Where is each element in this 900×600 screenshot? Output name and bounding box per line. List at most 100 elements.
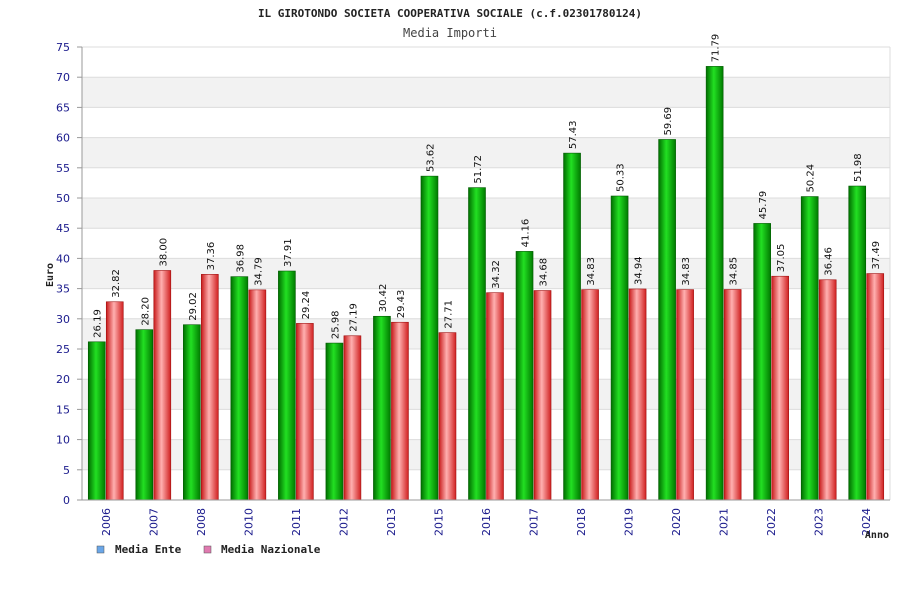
bar-media-nazionale-2019 bbox=[628, 288, 647, 501]
grid-band bbox=[82, 167, 890, 198]
value-label: 34.83 bbox=[586, 257, 597, 286]
bar-media-nazionale-2011 bbox=[296, 323, 314, 501]
value-label: 34.68 bbox=[539, 258, 550, 287]
y-tick-label: 20 bbox=[56, 373, 70, 386]
value-label: 29.02 bbox=[188, 292, 199, 321]
value-label: 37.49 bbox=[871, 241, 882, 270]
bar-media-ente-2024 bbox=[848, 185, 867, 501]
value-label: 59.69 bbox=[663, 107, 674, 136]
grid-band bbox=[82, 137, 890, 168]
x-tick-label: 2016 bbox=[480, 508, 493, 536]
y-tick-label: 75 bbox=[56, 41, 70, 54]
grid-band bbox=[82, 77, 890, 108]
x-tick-label: 2007 bbox=[147, 508, 160, 536]
value-label: 25.98 bbox=[330, 310, 341, 339]
value-label: 36.46 bbox=[824, 247, 835, 276]
y-tick-label: 35 bbox=[56, 283, 70, 296]
bar-media-nazionale-2015 bbox=[438, 332, 457, 501]
bar-media-ente-2018 bbox=[563, 152, 581, 501]
x-tick-label: 2017 bbox=[528, 508, 541, 536]
y-tick-label: 30 bbox=[56, 313, 70, 326]
x-axis-ticks: 2006 2007 2008 2010 2011 2012 2013 2015 2016 2017… bbox=[100, 508, 873, 536]
x-tick-label: 2024 bbox=[860, 508, 873, 536]
bar-media-ente-2013 bbox=[373, 315, 391, 501]
value-label: 28.20 bbox=[140, 297, 151, 326]
value-label: 37.05 bbox=[776, 244, 787, 273]
value-label: 34.83 bbox=[681, 257, 692, 286]
bar-media-nazionale-2007 bbox=[153, 270, 172, 501]
y-tick-label: 45 bbox=[56, 222, 70, 235]
x-tick-label: 2023 bbox=[813, 508, 826, 536]
value-label: 37.91 bbox=[283, 238, 294, 267]
legend-label-media-ente: Media Ente bbox=[115, 543, 182, 556]
x-tick-label: 2020 bbox=[670, 508, 683, 536]
y-tick-label: 15 bbox=[56, 403, 70, 416]
y-tick-label: 5 bbox=[63, 464, 70, 477]
bar-media-ente-2007 bbox=[135, 329, 154, 501]
x-tick-label: 2022 bbox=[765, 508, 778, 536]
legend-swatch-media-nazionale bbox=[203, 545, 212, 554]
y-tick-label: 25 bbox=[56, 343, 70, 356]
y-tick-label: 50 bbox=[56, 192, 70, 205]
bar-media-ente-2011 bbox=[278, 270, 296, 501]
bar-media-ente-2022 bbox=[753, 223, 771, 501]
value-label: 27.71 bbox=[443, 300, 454, 329]
value-label: 27.19 bbox=[348, 303, 359, 332]
x-tick-label: 2019 bbox=[623, 508, 636, 536]
bar-media-ente-2019 bbox=[610, 195, 629, 501]
bar-media-nazionale-2021 bbox=[723, 289, 742, 501]
x-tick-label: 2010 bbox=[242, 508, 255, 536]
value-label: 34.32 bbox=[491, 260, 502, 289]
value-label: 51.98 bbox=[853, 153, 864, 182]
grid-band bbox=[82, 107, 890, 138]
y-tick-label: 55 bbox=[56, 162, 70, 175]
chart-title: IL GIROTONDO SOCIETA COOPERATIVA SOCIALE… bbox=[258, 7, 642, 20]
grid-band bbox=[82, 47, 890, 78]
bar-media-nazionale-2016 bbox=[486, 292, 504, 501]
y-tick-label: 0 bbox=[63, 494, 70, 507]
legend-swatch-media-ente bbox=[96, 545, 105, 554]
x-tick-label: 2021 bbox=[718, 508, 731, 536]
value-label: 37.36 bbox=[206, 242, 217, 271]
x-tick-label: 2015 bbox=[432, 508, 445, 536]
x-tick-label: 2011 bbox=[290, 508, 303, 536]
value-label: 71.79 bbox=[711, 34, 722, 63]
bar-media-nazionale-2023 bbox=[818, 279, 837, 501]
value-label: 50.24 bbox=[806, 164, 817, 193]
value-labels: 26.19 32.82 28.20 38.00 29.02 37.36 36.98 34.79… bbox=[93, 34, 882, 339]
bar-media-ente-2020 bbox=[658, 139, 676, 501]
bar-media-ente-2016 bbox=[468, 187, 486, 501]
legend-label-media-nazionale: Media Nazionale bbox=[221, 543, 321, 556]
value-label: 29.43 bbox=[396, 290, 407, 319]
bar-media-ente-2010 bbox=[230, 276, 249, 501]
x-axis-label: Anno bbox=[865, 530, 889, 541]
bar-media-ente-2017 bbox=[515, 251, 534, 501]
bar-media-nazionale-2018 bbox=[581, 289, 599, 501]
bar-media-nazionale-2022 bbox=[771, 275, 789, 501]
value-label: 36.98 bbox=[235, 244, 246, 273]
y-axis-ticks: 0 5 10 15 20 25 30 35 40 45 50 55 60 65 70 75 bbox=[56, 41, 82, 507]
x-tick-label: 2006 bbox=[100, 508, 113, 536]
y-tick-label: 40 bbox=[56, 252, 70, 265]
bar-media-ente-2006 bbox=[87, 341, 106, 501]
bar-media-ente-2021 bbox=[705, 66, 724, 501]
value-label: 45.79 bbox=[758, 191, 769, 220]
y-axis-label: Euro bbox=[45, 263, 56, 287]
y-tick-label: 10 bbox=[56, 434, 70, 447]
bar-media-ente-2015 bbox=[420, 175, 439, 501]
value-label: 53.62 bbox=[425, 143, 436, 172]
x-tick-label: 2013 bbox=[385, 508, 398, 536]
value-label: 30.42 bbox=[378, 284, 389, 313]
y-tick-label: 70 bbox=[56, 71, 70, 84]
value-label: 41.16 bbox=[521, 219, 532, 248]
bar-media-nazionale-2024 bbox=[866, 273, 885, 501]
x-tick-label: 2018 bbox=[575, 508, 588, 536]
bar-media-nazionale-2020 bbox=[676, 289, 694, 501]
value-label: 57.43 bbox=[568, 120, 579, 149]
bar-media-ente-2008 bbox=[183, 324, 201, 501]
bar-media-ente-2023 bbox=[800, 196, 819, 501]
value-label: 50.33 bbox=[616, 163, 627, 192]
y-tick-label: 60 bbox=[56, 132, 70, 145]
value-label: 26.19 bbox=[93, 309, 104, 338]
value-label: 51.72 bbox=[473, 155, 484, 184]
